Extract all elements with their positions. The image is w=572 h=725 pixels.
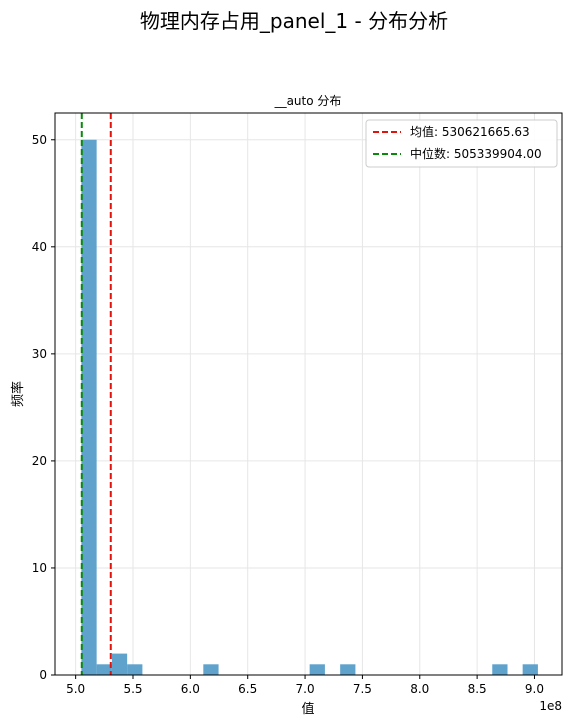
histogram-bar-7 [492,664,508,675]
x-tick-label-8: 9.0 [525,682,544,696]
y-tick-label-2: 20 [32,454,47,468]
histogram-bar-2 [111,653,128,675]
legend-median-label: 中位数: 505339904.00 [410,146,542,161]
x-tick-label-1: 5.5 [123,682,142,696]
histogram-bar-6 [340,664,356,675]
histogram-bar-5 [309,664,325,675]
x-tick-label-5: 7.5 [353,682,372,696]
legend-box [365,119,558,168]
x-axis-label: 值 [301,701,314,717]
x-tick-label-6: 8.0 [410,682,429,696]
y-axis-ticks: 0 10 20 30 40 50 [32,133,55,682]
grid-lines [55,113,562,676]
histogram-bar-0 [81,139,97,675]
histogram-bars [81,139,538,675]
x-tick-label-4: 7.0 [296,682,315,696]
y-tick-label-1: 10 [32,561,47,575]
histogram-bar-3 [127,664,143,675]
y-tick-label-3: 30 [32,347,47,361]
x-tick-label-0: 5.0 [66,682,85,696]
x-tick-label-3: 6.5 [238,682,257,696]
x-axis-ticks: 5.0 5.5 6.0 6.5 7.0 7.5 8.0 8.5 9.0 [66,675,544,696]
histogram-bar-1 [96,664,112,675]
y-tick-label-5: 50 [32,133,47,147]
reference-lines [80,113,112,675]
figure-title: 物理内存占用_panel_1 - 分布分析 [140,9,448,33]
plot-frame [54,112,563,676]
histogram-bar-8 [522,664,538,675]
y-axis-label: 频率 [10,381,26,407]
y-tick-label-4: 40 [32,240,47,254]
y-tick-label-0: 0 [39,668,47,682]
legend: 均值: 530621665.63 中位数: 505339904.00 [365,119,558,168]
x-tick-label-7: 8.5 [468,682,487,696]
axes-title: __auto 分布 [274,94,342,108]
x-axis-offset-label: 1e8 [539,699,562,713]
histogram-bar-4 [203,664,219,675]
x-tick-label-2: 6.0 [181,682,200,696]
legend-mean-label: 均值: 530621665.63 [410,124,530,139]
